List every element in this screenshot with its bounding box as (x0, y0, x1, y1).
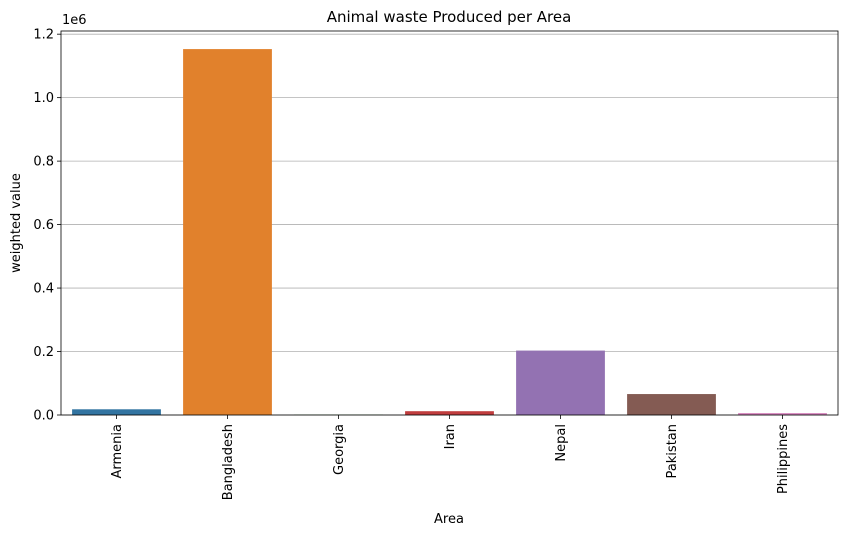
bars (72, 49, 827, 415)
y-tick-label: 1.2 (33, 28, 54, 43)
bar-pakistan (627, 394, 716, 415)
gridlines (61, 34, 838, 415)
bar-armenia (72, 409, 161, 415)
x-axis-label: Area (434, 512, 464, 527)
x-tick-label: Nepal (554, 424, 569, 462)
y-axis-offset-label: 1e6 (62, 13, 87, 28)
plot-frame (61, 31, 838, 415)
plot-border (61, 31, 838, 415)
bar-iran (405, 411, 494, 415)
x-tick-label: Philippines (776, 424, 791, 494)
y-tick-label: 0.6 (33, 218, 54, 233)
y-axis-ticks: 0.0 0.2 0.4 0.6 0.8 1.0 1.2 (33, 28, 61, 424)
y-tick-label: 0.4 (33, 282, 54, 297)
y-tick-label: 1.0 (33, 91, 54, 106)
x-tick-label: Georgia (332, 424, 347, 475)
chart-title: Animal waste Produced per Area (327, 8, 572, 26)
y-tick-label: 0.0 (33, 409, 54, 424)
y-tick-label: 0.8 (33, 155, 54, 170)
x-tick-label: Pakistan (665, 424, 680, 478)
bar-nepal (516, 351, 605, 415)
x-tick-label: Bangladesh (221, 424, 236, 500)
x-axis-ticks: Armenia Bangladesh Georgia Iran Nepal Pakista… (110, 415, 791, 500)
x-tick-label: Iran (443, 424, 458, 449)
bar-bangladesh (183, 49, 272, 415)
x-tick-label: Armenia (110, 424, 125, 479)
y-axis-label: weighted value (9, 173, 24, 273)
y-tick-label: 0.2 (33, 345, 54, 360)
